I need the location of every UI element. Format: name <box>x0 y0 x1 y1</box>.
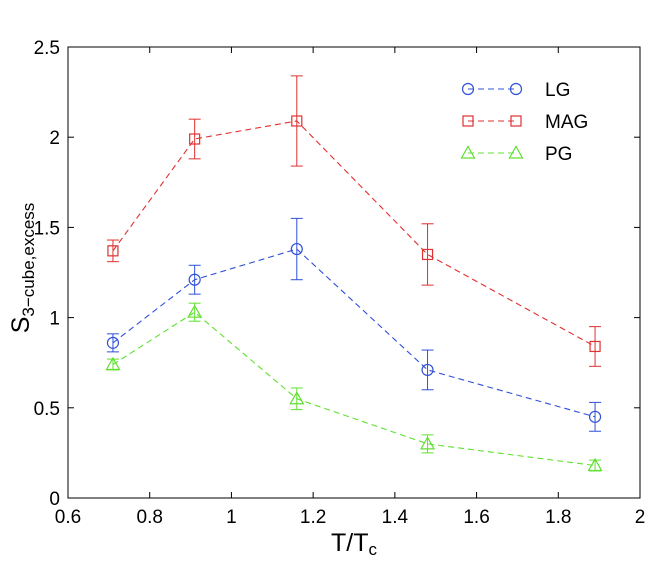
data-point-mag <box>291 115 303 127</box>
legend-marker-mag <box>462 115 474 127</box>
x-axis-label: T/Tc <box>331 529 378 559</box>
data-point-lg <box>588 410 602 423</box>
x-tick-label: 2 <box>635 507 646 528</box>
x-tick-label: 1.2 <box>300 507 326 528</box>
x-axis: 0.6 0.8 1 1.2 1.4 1.6 1.8 2 <box>55 47 646 528</box>
series-mag <box>106 75 602 367</box>
x-tick-label: 0.8 <box>137 507 163 528</box>
data-point-lg <box>106 336 120 349</box>
data-point-lg <box>421 363 434 377</box>
y-axis: 0 0.5 1 1.5 2 2.5 <box>34 38 640 510</box>
x-tick-label: 1.8 <box>545 507 571 528</box>
y-tick-label: 2.5 <box>34 38 60 59</box>
data-point-mag <box>421 248 434 261</box>
legend-marker-lg <box>509 82 523 96</box>
data-point-pg <box>187 304 203 318</box>
x-tick-label: 1.6 <box>463 507 489 528</box>
legend-marker-pg <box>460 145 476 159</box>
legend-marker-mag <box>510 115 522 127</box>
data-point-mag <box>189 133 201 145</box>
data-point-lg <box>290 242 303 256</box>
y-axis-label-sub: 3−cube,excess <box>19 203 38 317</box>
legend-marker-lg <box>461 82 475 96</box>
data-point-mag <box>107 245 119 257</box>
legend-item-mag: MAG <box>462 112 588 133</box>
plot-area <box>67 46 641 499</box>
legend-label-lg: LG <box>545 80 570 101</box>
y-tick-label: 2 <box>49 128 60 149</box>
legend-marker-pg <box>508 145 524 159</box>
legend-item-pg: PG <box>460 144 572 165</box>
y-axis-label-main: S <box>7 317 35 334</box>
data-point-lg <box>188 273 201 286</box>
legend-item-lg: LG <box>461 80 570 101</box>
x-tick-label: 0.6 <box>55 507 81 528</box>
x-tick-label: 1 <box>226 507 237 528</box>
legend-label-mag: MAG <box>545 112 588 133</box>
x-tick-label: 1.4 <box>382 507 409 528</box>
y-tick-label: 1 <box>49 309 60 330</box>
y-tick-label: 0 <box>49 489 60 510</box>
data-point-pg <box>587 457 603 472</box>
series-pg <box>105 302 603 472</box>
data-point-pg <box>105 356 121 371</box>
legend: LG MAG PG <box>460 80 588 165</box>
series-lg <box>106 217 602 432</box>
y-tick-label: 0.5 <box>34 399 60 420</box>
series-line-lg <box>112 248 596 418</box>
data-point-pg <box>420 436 436 450</box>
data-point-pg <box>289 391 305 405</box>
x-axis-label-main: T/T <box>331 529 369 557</box>
data-point-mag <box>589 340 601 353</box>
series-layer <box>105 75 603 472</box>
x-axis-label-sub: c <box>369 540 378 559</box>
y-axis-label: S3−cube,excess <box>7 203 38 334</box>
y-tick-label: 1.5 <box>34 218 60 239</box>
legend-label-pg: PG <box>545 144 572 165</box>
